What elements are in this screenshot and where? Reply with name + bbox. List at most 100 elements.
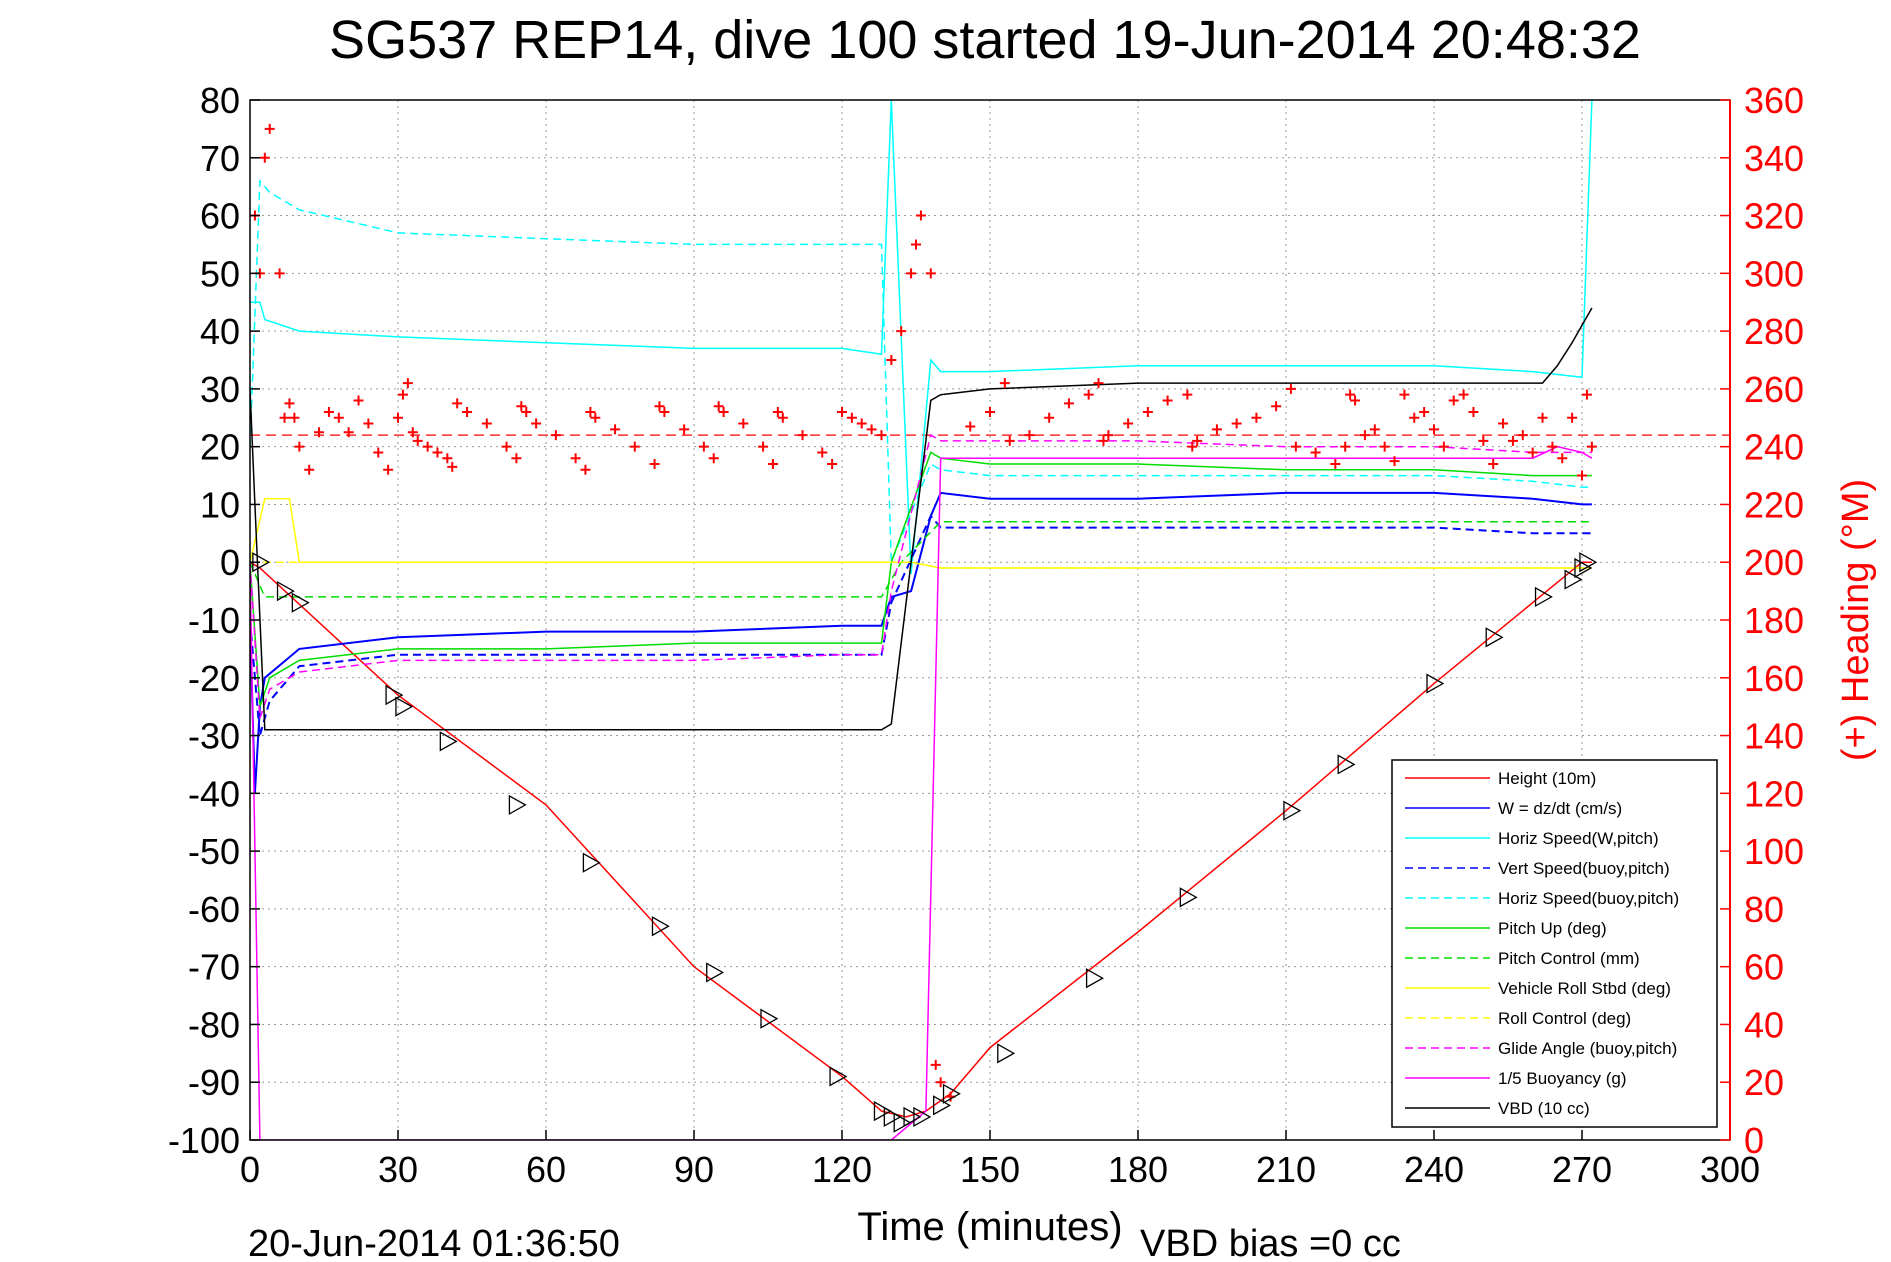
y-right-tick-label: 340 [1744,138,1804,179]
plot-area [250,100,1730,1140]
legend-entry: Horiz Speed(buoy,pitch) [1498,889,1679,908]
heading-point [708,453,719,464]
series-line-horiz-speed-w-pitch [250,100,1593,574]
depth-marker [997,1043,1016,1064]
heading-point [1182,389,1193,400]
heading-point [1527,447,1538,458]
chart-title: SG537 REP14, dive 100 started 19-Jun-201… [329,10,1641,70]
heading-point [383,464,394,475]
heading-point [1285,383,1296,394]
series-line-vehicle-roll-stbd-deg [250,497,1592,569]
heading-point [1581,389,1592,400]
heading-point [481,418,492,429]
heading-point [896,326,907,337]
legend-entry: 1/5 Buoyancy (g) [1498,1069,1627,1088]
depth-marker [883,1106,902,1128]
depth-marker [873,1100,892,1122]
heading-point [1517,430,1528,441]
y-tick-label: -70 [188,947,240,988]
heading-point [511,453,522,464]
heading-point [1004,435,1015,446]
y-tick-label: -20 [188,658,240,699]
heading-point [259,152,270,163]
heading-point [1044,412,1055,423]
heading-point [837,407,847,417]
heading-point [1577,470,1587,481]
x-tick-label: 180 [1108,1149,1168,1190]
y-right-tick-label: 40 [1744,1004,1784,1045]
x-tick-label: 150 [960,1149,1020,1190]
heading-point [911,239,921,250]
heading-point [817,447,828,458]
heading-point [397,389,408,400]
heading-point [1448,395,1459,406]
heading-point [930,1059,941,1070]
heading-point [1458,389,1469,400]
heading-point [447,461,458,472]
heading-point [1429,424,1439,435]
depth-marker [651,916,670,937]
x-tick-label: 60 [526,1149,566,1190]
y-right-tick-label: 220 [1744,484,1804,525]
heading-point [279,412,290,423]
y-tick-label: 50 [200,253,240,294]
y-right-tick-label: 100 [1744,831,1804,872]
heading-point [531,418,542,429]
heading-point [866,424,877,435]
heading-point [1537,412,1548,423]
y-right-tick-label: 260 [1744,369,1804,410]
y-right-tick-label: 80 [1744,889,1784,930]
heading-point [856,418,867,429]
heading-point [758,441,769,452]
y-right-tick-label: 20 [1744,1062,1784,1103]
heading-point [432,447,443,458]
y-right-tick-label: 60 [1744,947,1784,988]
heading-point [654,401,665,412]
x-tick-label: 270 [1552,1149,1612,1190]
heading-point [462,407,473,417]
heading-point [1271,401,1282,412]
depth-marker [1485,627,1504,648]
heading-point [1507,435,1518,446]
heading-point [1142,407,1153,417]
y-right-tick-label: 300 [1744,253,1804,294]
x-axis-label: Time (minutes) [857,1205,1122,1249]
series-line-roll-control-deg [250,561,1592,569]
heading-point [985,407,995,417]
legend-entry: Height (10m) [1498,769,1596,788]
depth-marker [1179,887,1198,908]
depth-marker [291,592,310,613]
heading-point [1438,441,1449,452]
heading-point [393,412,403,423]
legend-entry: Pitch Control (mm) [1498,949,1640,968]
y-tick-label: -10 [188,600,240,641]
heading-point [1488,459,1499,469]
y-right-tick-label: 0 [1744,1120,1764,1161]
heading-point [679,424,690,435]
heading-point [1547,441,1558,452]
y-right-tick-label: 120 [1744,773,1804,814]
heading-point [876,430,887,441]
heading-point [1063,398,1074,409]
y-tick-label: 60 [200,196,240,237]
y-tick-label: -90 [188,1062,240,1103]
series-line-w-dz-dt-cm-s [250,491,1592,794]
legend-entry: W = dz/dt (cm/s) [1498,799,1622,818]
series-line-vbd-10-cc [250,307,1593,731]
heading-point [323,407,334,417]
series-line-pitch-control-mm [250,521,1592,598]
y-tick-label: 70 [200,138,240,179]
y-tick-label: 0 [220,542,240,583]
heading-point [698,441,709,452]
depth-marker [1283,800,1302,821]
legend-entry: VBD (10 cc) [1498,1099,1590,1118]
y-right-tick-label: 180 [1744,600,1804,641]
grid [250,100,1730,1140]
heading-point [1290,441,1301,452]
heading-point [1330,459,1341,469]
legend-entry: Pitch Up (deg) [1498,919,1607,938]
heading-point [767,459,778,469]
y-tick-label: -80 [188,1004,240,1045]
heading-point [649,459,660,469]
legend-entry: Vehicle Roll Stbd (deg) [1498,979,1671,998]
